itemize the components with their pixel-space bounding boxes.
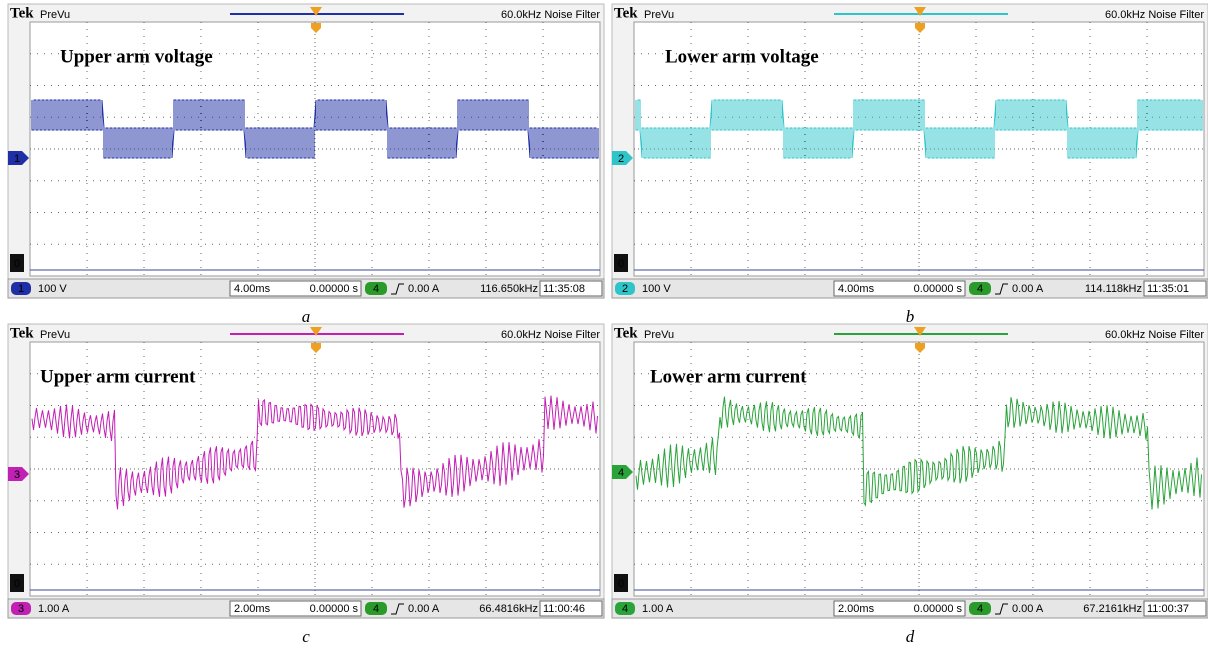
clock: 11:00:37 <box>1147 603 1189 615</box>
trigger-position-value: 0.00000 s <box>310 283 359 295</box>
channel-box-label: 2 <box>622 283 628 295</box>
brand: Tek <box>614 5 638 21</box>
caption: a <box>302 307 311 326</box>
ground-marker-label: 0 <box>14 578 20 590</box>
caption: c <box>302 627 310 646</box>
trigger-channel-label: 4 <box>977 603 983 615</box>
brand: Tek <box>614 325 638 341</box>
trigger-level: 0.00 A <box>1012 603 1044 615</box>
trigger-channel-label: 4 <box>373 603 379 615</box>
vertical-scale: 1.00 A <box>38 603 70 615</box>
clock: 11:35:01 <box>1147 283 1189 295</box>
mode: PreVu <box>644 9 674 21</box>
clock: 11:00:46 <box>543 603 585 615</box>
noise-filter: 60.0kHz Noise Filter <box>1105 329 1204 341</box>
ground-marker-label: 0 <box>618 578 624 590</box>
scope-panel: Tek PreVu 60.0kHz Noise Filter Lower arm cu… <box>612 324 1208 646</box>
frequency: 114.118kHz <box>1085 283 1142 295</box>
brand: Tek <box>10 5 34 21</box>
trigger-level: 0.00 A <box>408 283 440 295</box>
timebase: 2.00ms <box>234 603 271 615</box>
scope-panel: Tek PreVu 60.0kHz Noise Filter Upper arm vo… <box>8 4 604 326</box>
noise-filter: 60.0kHz Noise Filter <box>501 9 600 21</box>
noise-filter: 60.0kHz Noise Filter <box>501 329 600 341</box>
channel-marker-label: 2 <box>618 153 624 165</box>
trigger-position-value: 0.00000 s <box>914 283 963 295</box>
figure: Tek PreVu 60.0kHz Noise Filter Upper arm vo… <box>0 0 1208 648</box>
clock: 11:35:08 <box>543 283 585 295</box>
vertical-scale: 100 V <box>642 283 671 295</box>
trigger-position-value: 0.00000 s <box>914 603 963 615</box>
ground-marker-label: 0 <box>618 258 624 270</box>
trace-title: Upper arm current <box>40 366 196 387</box>
channel-marker-label: 4 <box>618 467 624 479</box>
frequency: 116.650kHz <box>480 283 538 295</box>
trace-title: Lower arm current <box>650 366 807 387</box>
ground-marker-label: 0 <box>14 258 20 270</box>
channel-marker-label: 3 <box>14 469 20 481</box>
trigger-level: 0.00 A <box>1012 283 1044 295</box>
scope-panel: Tek PreVu 60.0kHz Noise Filter Lower arm vo… <box>612 4 1208 326</box>
mode: PreVu <box>40 329 70 341</box>
channel-box-label: 4 <box>622 603 628 615</box>
frequency: 66.4816kHz <box>479 603 538 615</box>
noise-filter: 60.0kHz Noise Filter <box>1105 9 1204 21</box>
channel-box-label: 1 <box>18 283 24 295</box>
caption: b <box>906 307 915 326</box>
vertical-scale: 100 V <box>38 283 67 295</box>
scope-panel: Tek PreVu 60.0kHz Noise Filter Upper arm cu… <box>8 324 604 646</box>
trace-title: Lower arm voltage <box>665 46 819 67</box>
channel-marker-label: 1 <box>14 153 20 165</box>
trace-title: Upper arm voltage <box>60 46 213 67</box>
trigger-channel-label: 4 <box>977 283 983 295</box>
channel-box-label: 3 <box>18 603 24 615</box>
timebase: 2.00ms <box>838 603 875 615</box>
frequency: 67.2161kHz <box>1083 603 1142 615</box>
trigger-level: 0.00 A <box>408 603 440 615</box>
trigger-channel-label: 4 <box>373 283 379 295</box>
brand: Tek <box>10 325 34 341</box>
vertical-scale: 1.00 A <box>642 603 674 615</box>
timebase: 4.00ms <box>838 283 875 295</box>
caption: d <box>906 627 915 646</box>
mode: PreVu <box>644 329 674 341</box>
timebase: 4.00ms <box>234 283 271 295</box>
trigger-position-value: 0.00000 s <box>310 603 359 615</box>
mode: PreVu <box>40 9 70 21</box>
